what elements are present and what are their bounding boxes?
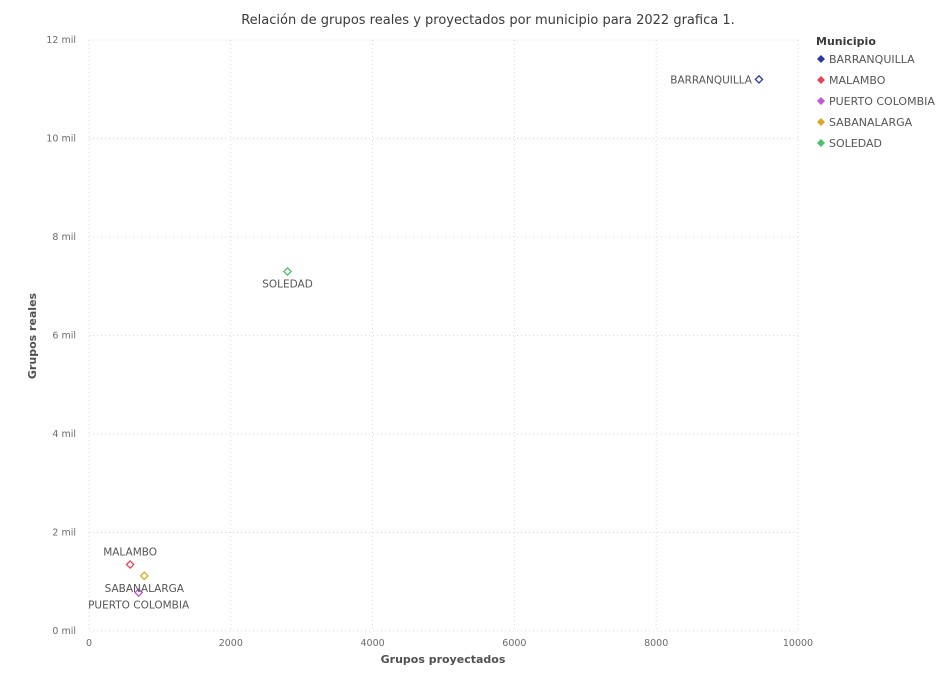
grid: [88, 39, 799, 632]
x-tick-label: 10000: [783, 638, 813, 649]
legend: Municipio BARRANQUILLA MALAMBO PUERTO COLO…: [816, 35, 935, 150]
data-point-sabanalarga: [139, 571, 149, 581]
y-tick-label: 0 mil: [52, 626, 76, 637]
data-label-barranquilla: BARRANQUILLA: [670, 74, 753, 86]
x-tick-label: 4000: [361, 638, 385, 649]
y-tick-label: 8 mil: [52, 232, 76, 243]
y-tick-label: 6 mil: [52, 331, 76, 342]
data-point-puerto-colombia: [134, 588, 144, 598]
chart-title: Relación de grupos reales y proyectados …: [241, 13, 735, 28]
legend-item-label: SOLEDAD: [829, 137, 882, 150]
data-point-barranquilla: [754, 74, 764, 84]
y-tick-label: 4 mil: [52, 429, 76, 440]
x-tick-label: 0: [86, 638, 92, 649]
data-points: [125, 74, 764, 598]
x-tick-label: 6000: [502, 638, 526, 649]
data-label-malambo: MALAMBO: [103, 547, 157, 559]
legend-marker-icon: [817, 118, 825, 126]
data-label-soledad: SOLEDAD: [262, 278, 313, 290]
data-point-soledad: [283, 266, 293, 276]
legend-marker-icon: [817, 97, 825, 105]
legend-item-label: MALAMBO: [829, 74, 886, 87]
x-tick-label: 2000: [219, 638, 243, 649]
legend-marker-icon: [817, 55, 825, 63]
x-tick-label: 8000: [644, 638, 668, 649]
y-axis-ticks: 0 mil 2 mil 4 mil 6 mil 8 mil 10 mil 12 mil: [46, 35, 76, 637]
y-axis-title: Grupos reales: [26, 292, 39, 379]
data-label-sabanalarga: SABANALARGA: [105, 583, 185, 595]
x-axis-title: Grupos proyectados: [381, 653, 506, 666]
legend-item-label: PUERTO COLOMBIA: [829, 95, 935, 108]
legend-item-label: SABANALARGA: [829, 116, 913, 129]
y-tick-label: 2 mil: [52, 528, 76, 539]
data-labels: BARRANQUILLA MALAMBO PUERTO COLOMBIA SABANA…: [88, 74, 753, 611]
legend-title: Municipio: [816, 35, 876, 48]
legend-marker-icon: [817, 76, 825, 84]
y-tick-label: 10 mil: [46, 134, 76, 145]
legend-item-label: BARRANQUILLA: [829, 53, 915, 66]
x-axis-ticks: 0 2000 4000 6000 8000 10000: [86, 638, 813, 649]
data-point-malambo: [125, 559, 135, 570]
legend-marker-icon: [817, 139, 825, 147]
data-label-puerto-colombia: PUERTO COLOMBIA: [88, 600, 190, 612]
y-tick-label: 12 mil: [46, 35, 76, 46]
